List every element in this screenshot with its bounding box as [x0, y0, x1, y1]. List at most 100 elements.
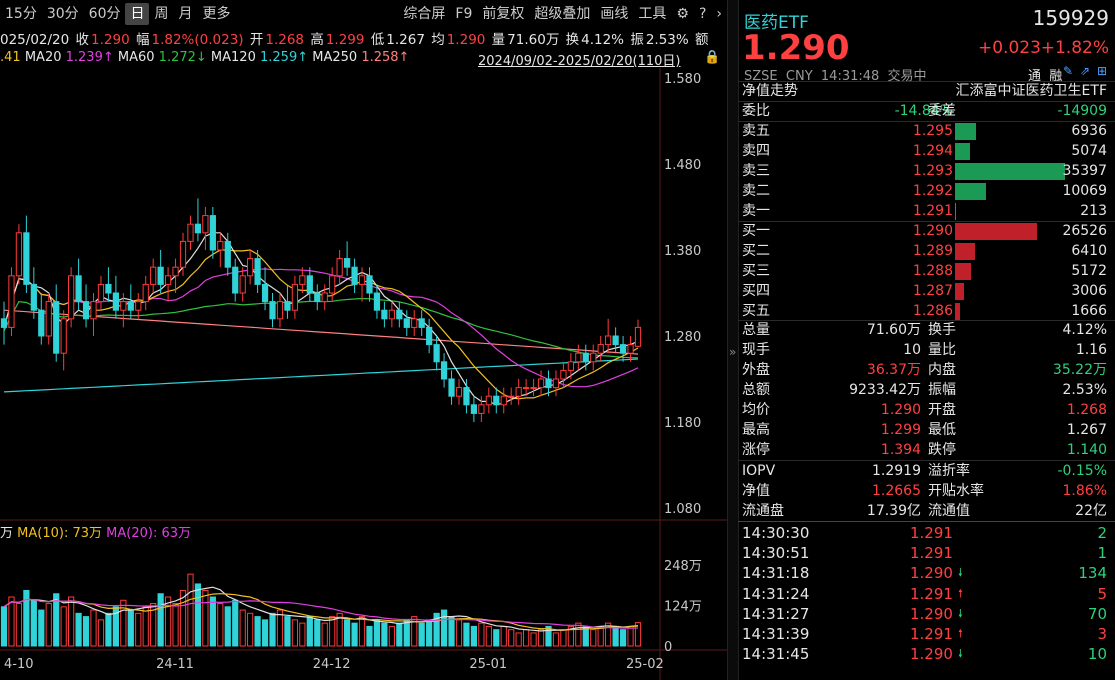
bids-row-4[interactable]: 买四 1.287 3006 [738, 281, 1115, 301]
bids-row-1[interactable]: 买一 1.290 26526 [738, 221, 1115, 241]
tick-row[interactable]: 14:31:18 1.290 🠗 134 [738, 563, 1115, 583]
candle[interactable] [120, 293, 127, 328]
period-tab-0[interactable]: 15分 [5, 6, 37, 22]
nav-trend-link[interactable]: 净值走势 [742, 83, 798, 99]
tick-row[interactable]: 14:31:45 1.290 🠗 10 [738, 644, 1115, 664]
candle[interactable] [15, 224, 23, 285]
candle[interactable] [232, 258, 239, 302]
candle[interactable] [291, 275, 299, 319]
candle[interactable] [508, 387, 515, 405]
asks-row-1[interactable]: 卖五 1.295 6936 [738, 121, 1115, 141]
candle[interactable] [590, 344, 597, 371]
candle[interactable] [619, 336, 627, 362]
candle[interactable] [60, 310, 67, 371]
candle[interactable] [276, 293, 284, 328]
candle[interactable] [411, 310, 418, 336]
candle[interactable] [388, 301, 395, 328]
candle[interactable] [82, 284, 90, 328]
expand-icon[interactable]: » [729, 345, 737, 359]
asks-row-3[interactable]: 卖三 1.293 35397 [738, 161, 1115, 181]
candle[interactable] [523, 379, 530, 397]
candle[interactable] [560, 361, 567, 388]
candle[interactable] [314, 284, 321, 311]
help-icon[interactable]: ? [698, 6, 707, 22]
candle[interactable] [135, 293, 142, 319]
candle[interactable] [605, 318, 612, 354]
candle[interactable] [247, 250, 254, 285]
candle[interactable] [209, 207, 216, 259]
tool-button-2[interactable]: 前复权 [482, 6, 525, 22]
candle[interactable] [575, 344, 582, 371]
candle[interactable] [75, 258, 82, 311]
gear-icon[interactable]: ⚙ [676, 6, 689, 22]
candle[interactable] [164, 267, 172, 302]
candle[interactable] [597, 336, 604, 362]
period-tab-3[interactable]: 日 [125, 3, 150, 25]
candle[interactable] [202, 207, 209, 250]
candle[interactable] [403, 310, 410, 336]
share-icon[interactable]: ⇗ [1080, 64, 1091, 78]
candle[interactable] [0, 301, 8, 345]
lock-icon[interactable]: 🔒 [704, 50, 721, 65]
candle[interactable] [172, 258, 179, 293]
period-tab-5[interactable]: 月 [178, 6, 193, 22]
nav-row[interactable]: 净值走势 汇添富中证医药卫生ETF [738, 81, 1115, 101]
candle[interactable] [478, 396, 485, 422]
candle[interactable] [45, 293, 52, 345]
candle[interactable] [448, 370, 455, 405]
candle[interactable] [239, 267, 246, 302]
candle[interactable] [261, 267, 269, 311]
candle[interactable] [500, 387, 507, 414]
period-tab-1[interactable]: 30分 [46, 6, 79, 22]
candle[interactable] [321, 284, 328, 311]
bids-row-2[interactable]: 买二 1.289 6410 [738, 241, 1115, 261]
candle[interactable] [612, 327, 619, 354]
candle[interactable] [254, 250, 261, 293]
candle[interactable] [8, 267, 15, 336]
kline-chart[interactable]: 1.580 1.480 1.380 1.280 1.180 1.080 248万 124万 0 4… [0, 68, 727, 680]
candle[interactable] [142, 275, 149, 311]
tick-row[interactable]: 14:30:30 1.291 2 [738, 523, 1115, 543]
candle[interactable] [217, 232, 224, 268]
candle[interactable] [351, 258, 358, 293]
candle[interactable] [224, 232, 231, 276]
candle[interactable] [493, 387, 500, 414]
period-tab-6[interactable]: 更多 [202, 6, 231, 22]
period-tab-2[interactable]: 60分 [88, 6, 121, 22]
date-range[interactable]: 2024/09/02-2025/02/20(110日) [478, 54, 681, 69]
candle[interactable] [150, 258, 157, 293]
chevron-right-icon[interactable]: › [716, 6, 722, 22]
candle[interactable] [299, 267, 306, 293]
asks-row-2[interactable]: 卖四 1.294 5074 [738, 141, 1115, 161]
asks-row-4[interactable]: 卖二 1.292 10069 [738, 181, 1115, 201]
candle[interactable] [366, 267, 373, 302]
candle[interactable] [194, 198, 202, 242]
candle[interactable] [38, 293, 45, 345]
candle[interactable] [336, 250, 343, 285]
candle[interactable] [485, 387, 492, 414]
bids-row-5[interactable]: 买五 1.286 1666 [738, 301, 1115, 321]
period-tab-4[interactable]: 周 [154, 6, 169, 22]
panel-divider[interactable]: » [727, 0, 739, 680]
candle[interactable] [433, 336, 440, 371]
tool-button-1[interactable]: F9 [455, 6, 473, 22]
candle[interactable] [426, 318, 433, 354]
candle[interactable] [582, 344, 589, 371]
candle[interactable] [97, 275, 105, 311]
bids-row-3[interactable]: 买三 1.288 5172 [738, 261, 1115, 281]
candle[interactable] [552, 370, 560, 397]
candle[interactable] [329, 267, 336, 302]
candle[interactable] [112, 275, 119, 319]
candle[interactable] [53, 284, 60, 362]
candle[interactable] [545, 370, 552, 397]
candle[interactable] [23, 215, 30, 293]
candle[interactable] [373, 284, 381, 319]
edit-icon[interactable]: ✎ [1063, 64, 1074, 78]
candle[interactable] [463, 379, 470, 414]
candle[interactable] [381, 301, 388, 328]
tool-button-3[interactable]: 超级叠加 [534, 6, 591, 22]
candle[interactable] [627, 336, 634, 362]
candle[interactable] [343, 241, 351, 276]
add-icon[interactable]: ⊞ [1097, 64, 1108, 78]
tick-row[interactable]: 14:31:27 1.290 🠗 70 [738, 604, 1115, 624]
